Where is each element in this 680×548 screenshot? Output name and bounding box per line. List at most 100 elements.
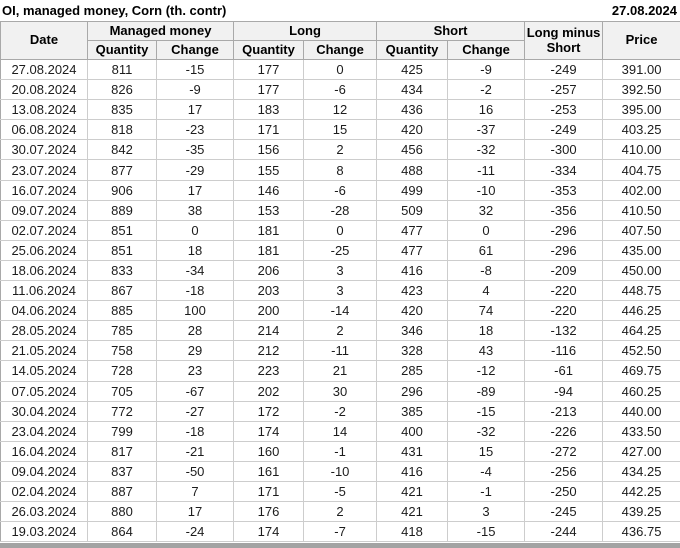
cell-mm_quantity: 728: [87, 360, 157, 382]
cell-short_change: -12: [447, 360, 526, 382]
cell-short_quantity: 416: [376, 259, 449, 282]
table-row: 09.07.2024 889 38 153 -28 509 32 -356 410.50: [0, 199, 680, 221]
cell-long_quantity: 171: [233, 119, 305, 141]
cell-long_quantity: 174: [233, 521, 305, 543]
table-header: Date Managed money Long Short Long minus…: [0, 21, 680, 60]
cell-long_minus_short: -220: [524, 300, 604, 322]
cell-mm_change: 7: [155, 480, 235, 503]
header-row-groups: Date Managed money Long Short Long minus…: [0, 21, 680, 60]
cell-long_minus_short: -353: [524, 179, 604, 201]
cell-mm_change: 23: [155, 360, 235, 382]
cell-long_quantity: 206: [233, 259, 305, 282]
cell-long_minus_short: -209: [524, 259, 604, 282]
header-row-subcolumns: Quantity Change Quantity Change Quantity…: [1, 40, 680, 60]
cell-mm_quantity: 837: [87, 460, 157, 482]
cell-short_change: 43: [447, 340, 526, 362]
cell-short_quantity: 416: [376, 460, 449, 482]
cell-date: 02.07.2024: [0, 219, 88, 241]
cell-long_minus_short: -250: [524, 480, 604, 503]
cell-short_quantity: 434: [376, 79, 449, 101]
cell-long_change: -2: [303, 400, 378, 422]
column-header-price: Price: [602, 21, 680, 60]
cell-mm_quantity: 885: [87, 300, 157, 322]
cell-short_change: 32: [447, 199, 526, 221]
cell-price: 435.00: [602, 239, 680, 261]
cell-long_change: -11: [303, 340, 378, 362]
table-row: 18.06.2024 833 -34 206 3 416 -8 -209 450.00: [0, 259, 680, 282]
cell-mm_change: -9: [155, 79, 235, 101]
cell-long_change: 2: [303, 501, 378, 523]
cell-price: 450.00: [602, 259, 680, 282]
cell-long_change: -25: [303, 239, 378, 261]
table-row: 28.05.2024 785 28 214 2 346 18 -132 464.25: [0, 320, 680, 342]
cell-date: 13.08.2024: [0, 99, 88, 121]
cell-mm_change: -67: [155, 380, 235, 402]
cell-long_quantity: 223: [233, 360, 305, 382]
cell-short_quantity: 420: [376, 300, 449, 322]
cell-long_minus_short: -226: [524, 420, 604, 442]
cell-price: 433.50: [602, 420, 680, 442]
table-row: 14.05.2024 728 23 223 21 285 -12 -61 469.75: [0, 360, 680, 382]
cell-date: 23.07.2024: [0, 159, 88, 181]
cell-mm_change: -35: [155, 139, 235, 161]
cell-long_quantity: 214: [233, 320, 305, 342]
cell-long_quantity: 181: [233, 219, 305, 241]
cell-mm_change: -27: [155, 400, 235, 422]
cell-long_change: -10: [303, 460, 378, 482]
cell-short_quantity: 420: [376, 119, 449, 141]
cell-mm_change: 0: [155, 219, 235, 241]
cell-long_change: 14: [303, 420, 378, 442]
cell-mm_quantity: 772: [87, 400, 157, 422]
cell-short_change: -89: [447, 380, 526, 402]
table-row: 20.08.2024 826 -9 177 -6 434 -2 -257 392.50: [0, 79, 680, 101]
cell-mm_quantity: 705: [87, 380, 157, 402]
cell-long_change: 8: [303, 159, 378, 181]
cell-short_change: 4: [447, 280, 526, 302]
cell-short_quantity: 385: [376, 400, 449, 422]
cell-short_change: 16: [447, 99, 526, 121]
cell-date: 26.03.2024: [0, 501, 88, 523]
table-row: 06.08.2024 818 -23 171 15 420 -37 -249 403.25: [0, 119, 680, 141]
cell-mm_quantity: 826: [87, 79, 157, 101]
cell-mm_change: -18: [155, 280, 235, 302]
table-row: 11.06.2024 867 -18 203 3 423 4 -220 448.75: [0, 280, 680, 302]
column-header-long-minus-short: Long minus Short: [524, 21, 604, 60]
cell-date: 09.07.2024: [0, 199, 88, 221]
cell-short_quantity: 296: [376, 380, 449, 402]
cell-short_change: -10: [447, 179, 526, 201]
table-row: 30.04.2024 772 -27 172 -2 385 -15 -213 440.00: [0, 400, 680, 422]
cell-short_quantity: 328: [376, 340, 449, 362]
cell-mm_change: 29: [155, 340, 235, 362]
cell-long_change: 3: [303, 259, 378, 282]
cell-long_change: -28: [303, 199, 378, 221]
cell-long_minus_short: -296: [524, 239, 604, 261]
cell-mm_change: 17: [155, 501, 235, 523]
cell-mm_quantity: 811: [87, 58, 157, 81]
report-date: 27.08.2024: [611, 3, 677, 18]
title-bar: OI, managed money, Corn (th. contr) 27.0…: [0, 0, 680, 21]
cell-date: 30.04.2024: [0, 400, 88, 422]
cell-mm_change: -21: [155, 440, 235, 462]
cell-price: 434.25: [602, 460, 680, 482]
cell-long_change: -6: [303, 79, 378, 101]
cell-long_change: 30: [303, 380, 378, 402]
column-header-long: Long: [233, 21, 378, 41]
cell-short_change: -32: [447, 420, 526, 442]
cell-price: 442.25: [602, 480, 680, 503]
cell-price: 404.75: [602, 159, 680, 181]
table-body: 27.08.2024 811 -15 177 0 425 -9 -249 391.00 20.08…: [0, 58, 680, 543]
cot-table: Date Managed money Long Short Long minus…: [0, 21, 680, 543]
cell-long_minus_short: -244: [524, 521, 604, 543]
cell-date: 18.06.2024: [0, 259, 88, 282]
subheader-short-quantity: Quantity: [376, 40, 449, 60]
cell-long_minus_short: -94: [524, 380, 604, 402]
cell-price: 440.00: [602, 400, 680, 422]
cell-mm_quantity: 864: [87, 521, 157, 543]
cell-long_quantity: 202: [233, 380, 305, 402]
cell-long_minus_short: -272: [524, 440, 604, 462]
cell-mm_quantity: 880: [87, 501, 157, 523]
cell-price: 403.25: [602, 119, 680, 141]
cell-short_change: -15: [447, 521, 526, 543]
cell-long_change: 21: [303, 360, 378, 382]
cell-price: 446.25: [602, 300, 680, 322]
